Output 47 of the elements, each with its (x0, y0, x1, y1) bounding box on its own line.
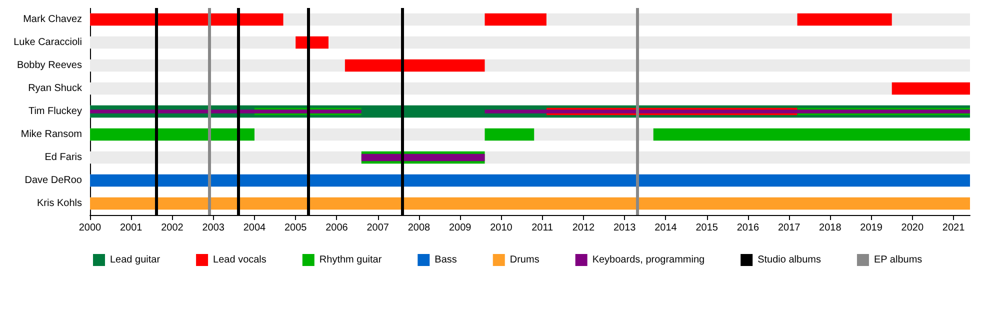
legend-label: Keyboards, programming (592, 254, 705, 266)
x-tick-label: 2012 (572, 222, 596, 234)
x-tick-label: 2005 (284, 222, 308, 234)
x-tick-label: 2017 (778, 222, 801, 234)
x-tick-label: 2001 (120, 222, 143, 234)
x-tick-label: 2002 (161, 222, 184, 234)
legend-label: Lead guitar (110, 254, 161, 266)
bar (484, 13, 546, 26)
x-tick-label: 2018 (819, 222, 842, 234)
y-tick-label: Dave DeRoo (24, 175, 82, 186)
bar (296, 36, 329, 49)
x-tick-label: 2014 (654, 222, 678, 234)
y-tick-label: Bobby Reeves (16, 60, 82, 71)
x-tick-label: 2004 (243, 222, 266, 234)
y-tick-label: Luke Caraccioli (14, 37, 82, 48)
x-tick-label: 2020 (901, 222, 924, 234)
x-tick-label: 2003 (202, 222, 225, 234)
x-tick-label: 2007 (366, 222, 390, 234)
bar (797, 13, 892, 26)
legend-label: Bass (434, 254, 457, 266)
legend-label: EP albums (874, 254, 922, 266)
legend-label: Drums (510, 254, 540, 266)
x-tick-label: 2011 (532, 222, 554, 234)
bar (892, 82, 970, 95)
y-tick-label: Tim Fluckey (28, 106, 82, 117)
bar (90, 128, 254, 141)
legend-label: Rhythm guitar (319, 254, 382, 266)
x-tick-label: 2000 (78, 222, 102, 234)
bar (484, 110, 970, 114)
x-tick-label: 2021 (942, 222, 966, 234)
x-tick-label: 2006 (326, 222, 348, 234)
y-tick-label: Ed Faris (44, 152, 82, 163)
x-tick-label: 2008 (408, 222, 431, 234)
legend-label: Studio albums (758, 254, 821, 266)
y-tick-label: Ryan Shuck (28, 83, 83, 94)
bar (90, 13, 284, 26)
x-tick-label: 2009 (448, 222, 472, 234)
legend-label: Lead vocals (213, 254, 266, 266)
bar (344, 59, 485, 72)
x-tick-label: 2019 (860, 222, 883, 234)
x-tick-label: 2015 (696, 222, 718, 234)
x-tick-label: 2013 (613, 222, 636, 234)
y-tick-label: Mike Ransom (20, 129, 82, 140)
x-tick-label: 2016 (736, 222, 760, 234)
x-tick-label: 2010 (490, 222, 513, 234)
y-tick-label: Kris Kohls (36, 198, 82, 209)
y-tick-label: Mark Chavez (23, 14, 82, 25)
